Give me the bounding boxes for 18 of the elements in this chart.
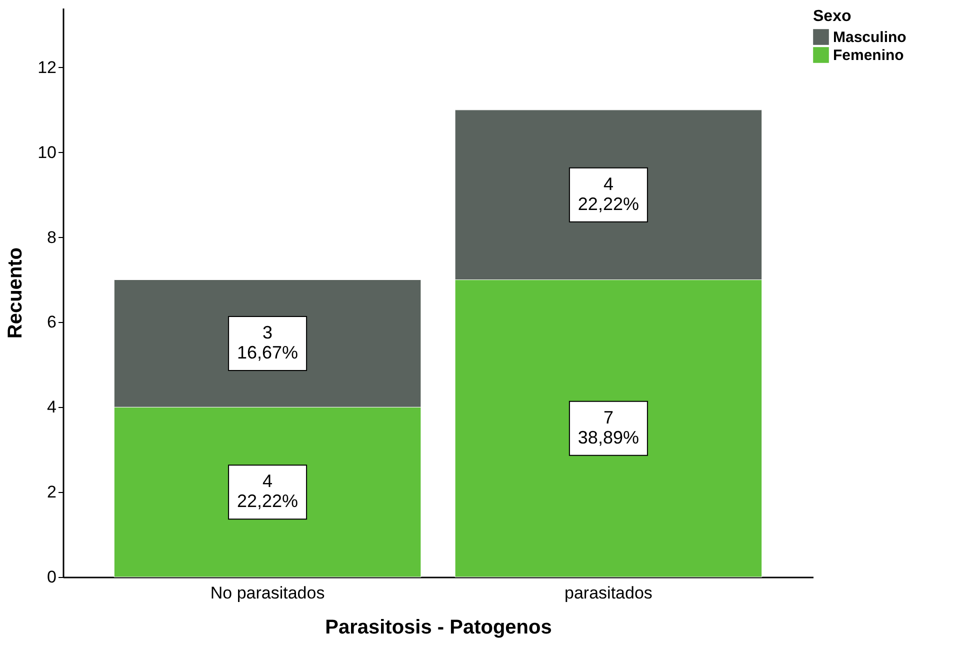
y-tick-label: 8: [47, 228, 56, 247]
x-tick-label: parasitados: [564, 584, 652, 602]
y-tick-label: 0: [47, 568, 56, 586]
data-label: 4 22,22%: [578, 174, 639, 214]
y-tick-label: 6: [47, 312, 56, 332]
data-label: 4 22,22%: [237, 471, 298, 512]
x-tick-label: No parasitados: [210, 584, 325, 602]
y-tick-label: 10: [38, 142, 56, 162]
y-tick-label: 12: [38, 58, 56, 77]
data-label: 3 16,67%: [237, 322, 298, 362]
legend-label: Femenino: [833, 47, 904, 64]
y-axis-title: Recuento: [4, 247, 27, 339]
x-axis-title: Parasitosis - Patogenos: [325, 616, 552, 638]
legend-title: Sexo: [813, 8, 852, 25]
data-label: 7 38,89%: [578, 407, 639, 448]
y-tick-label: 2: [47, 482, 56, 502]
legend-label: Masculino: [833, 29, 906, 46]
y-tick-label: 4: [47, 398, 56, 417]
